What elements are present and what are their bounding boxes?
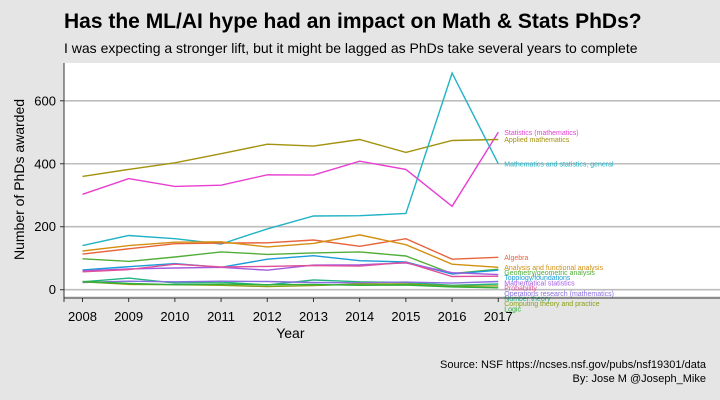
source-caption: Source: NSF https://ncses.nsf.gov/pubs/n… [440, 359, 706, 371]
end-label: Logic [504, 306, 521, 313]
x-tick-label: 2016 [438, 309, 467, 324]
x-tick-label: 2010 [160, 309, 189, 324]
series-line-mathematics-and-statistics-general [82, 71, 499, 247]
series-line-logic [82, 280, 499, 289]
x-axis-label: Year [276, 325, 305, 341]
end-label: Algebra [504, 255, 528, 262]
x-tick-label: 2013 [299, 309, 328, 324]
x-tick-label: 2017 [484, 309, 513, 324]
end-label: Probability [504, 286, 537, 293]
series-line-applied-mathematics [82, 138, 499, 178]
gridlines [64, 99, 720, 291]
chart-subtitle: I was expecting a stronger lift, but it … [64, 40, 638, 56]
series-line-analysis-and-functional-analysis [82, 234, 499, 268]
series-line-operations-research-mathematics [82, 280, 499, 284]
y-tick-label: 400 [34, 156, 56, 171]
x-tick-label: 2011 [207, 309, 235, 324]
end-label: Operations research (mathematics) [504, 291, 614, 298]
end-label: Applied mathematics [504, 137, 569, 144]
end-label: Geometry/geometric analysis [504, 270, 595, 277]
y-tick-label: 0 [49, 282, 56, 297]
end-labels: Statistics (mathematics)Applied mathemat… [504, 130, 614, 314]
series-line-geometry-geometric-analysis [82, 251, 499, 275]
series-line-mathematical-statistics [82, 262, 499, 276]
x-tick-label: 2009 [114, 309, 143, 324]
end-label: Statistics (mathematics) [504, 130, 578, 137]
series-lines [82, 71, 499, 289]
x-axis: 2008 2009 2010 2011 2012 2013 2014 2015 2016 2017 [64, 297, 720, 324]
x-tick-label: 2012 [253, 309, 282, 324]
x-tick-label: 2014 [345, 309, 374, 324]
y-tick-label: 600 [34, 93, 56, 108]
end-label: Number theory [504, 296, 551, 303]
y-axis-label: Number of PhDs awarded [11, 99, 27, 260]
series-line-statistics-mathematics [82, 131, 499, 208]
author-caption: By: Jose M @Joseph_Mike [572, 373, 706, 385]
end-label: Analysis and functional analysis [504, 265, 603, 272]
end-label: Mathematics and statistics, general [504, 161, 614, 168]
y-tick-label: 200 [34, 219, 56, 234]
x-tick-label: 2008 [68, 309, 97, 324]
end-label: Computing theory and practice [504, 301, 599, 308]
end-label: Mathematical statistics [504, 280, 575, 287]
x-tick-label: 2015 [391, 309, 420, 324]
series-line-probability [82, 261, 499, 278]
y-axis: 0 200 400 600 [34, 63, 65, 302]
series-line-algebra [82, 237, 499, 260]
end-label: Topology/foundations [504, 275, 571, 282]
chart-title: Has the ML/AI hype had an impact on Math… [64, 10, 642, 33]
